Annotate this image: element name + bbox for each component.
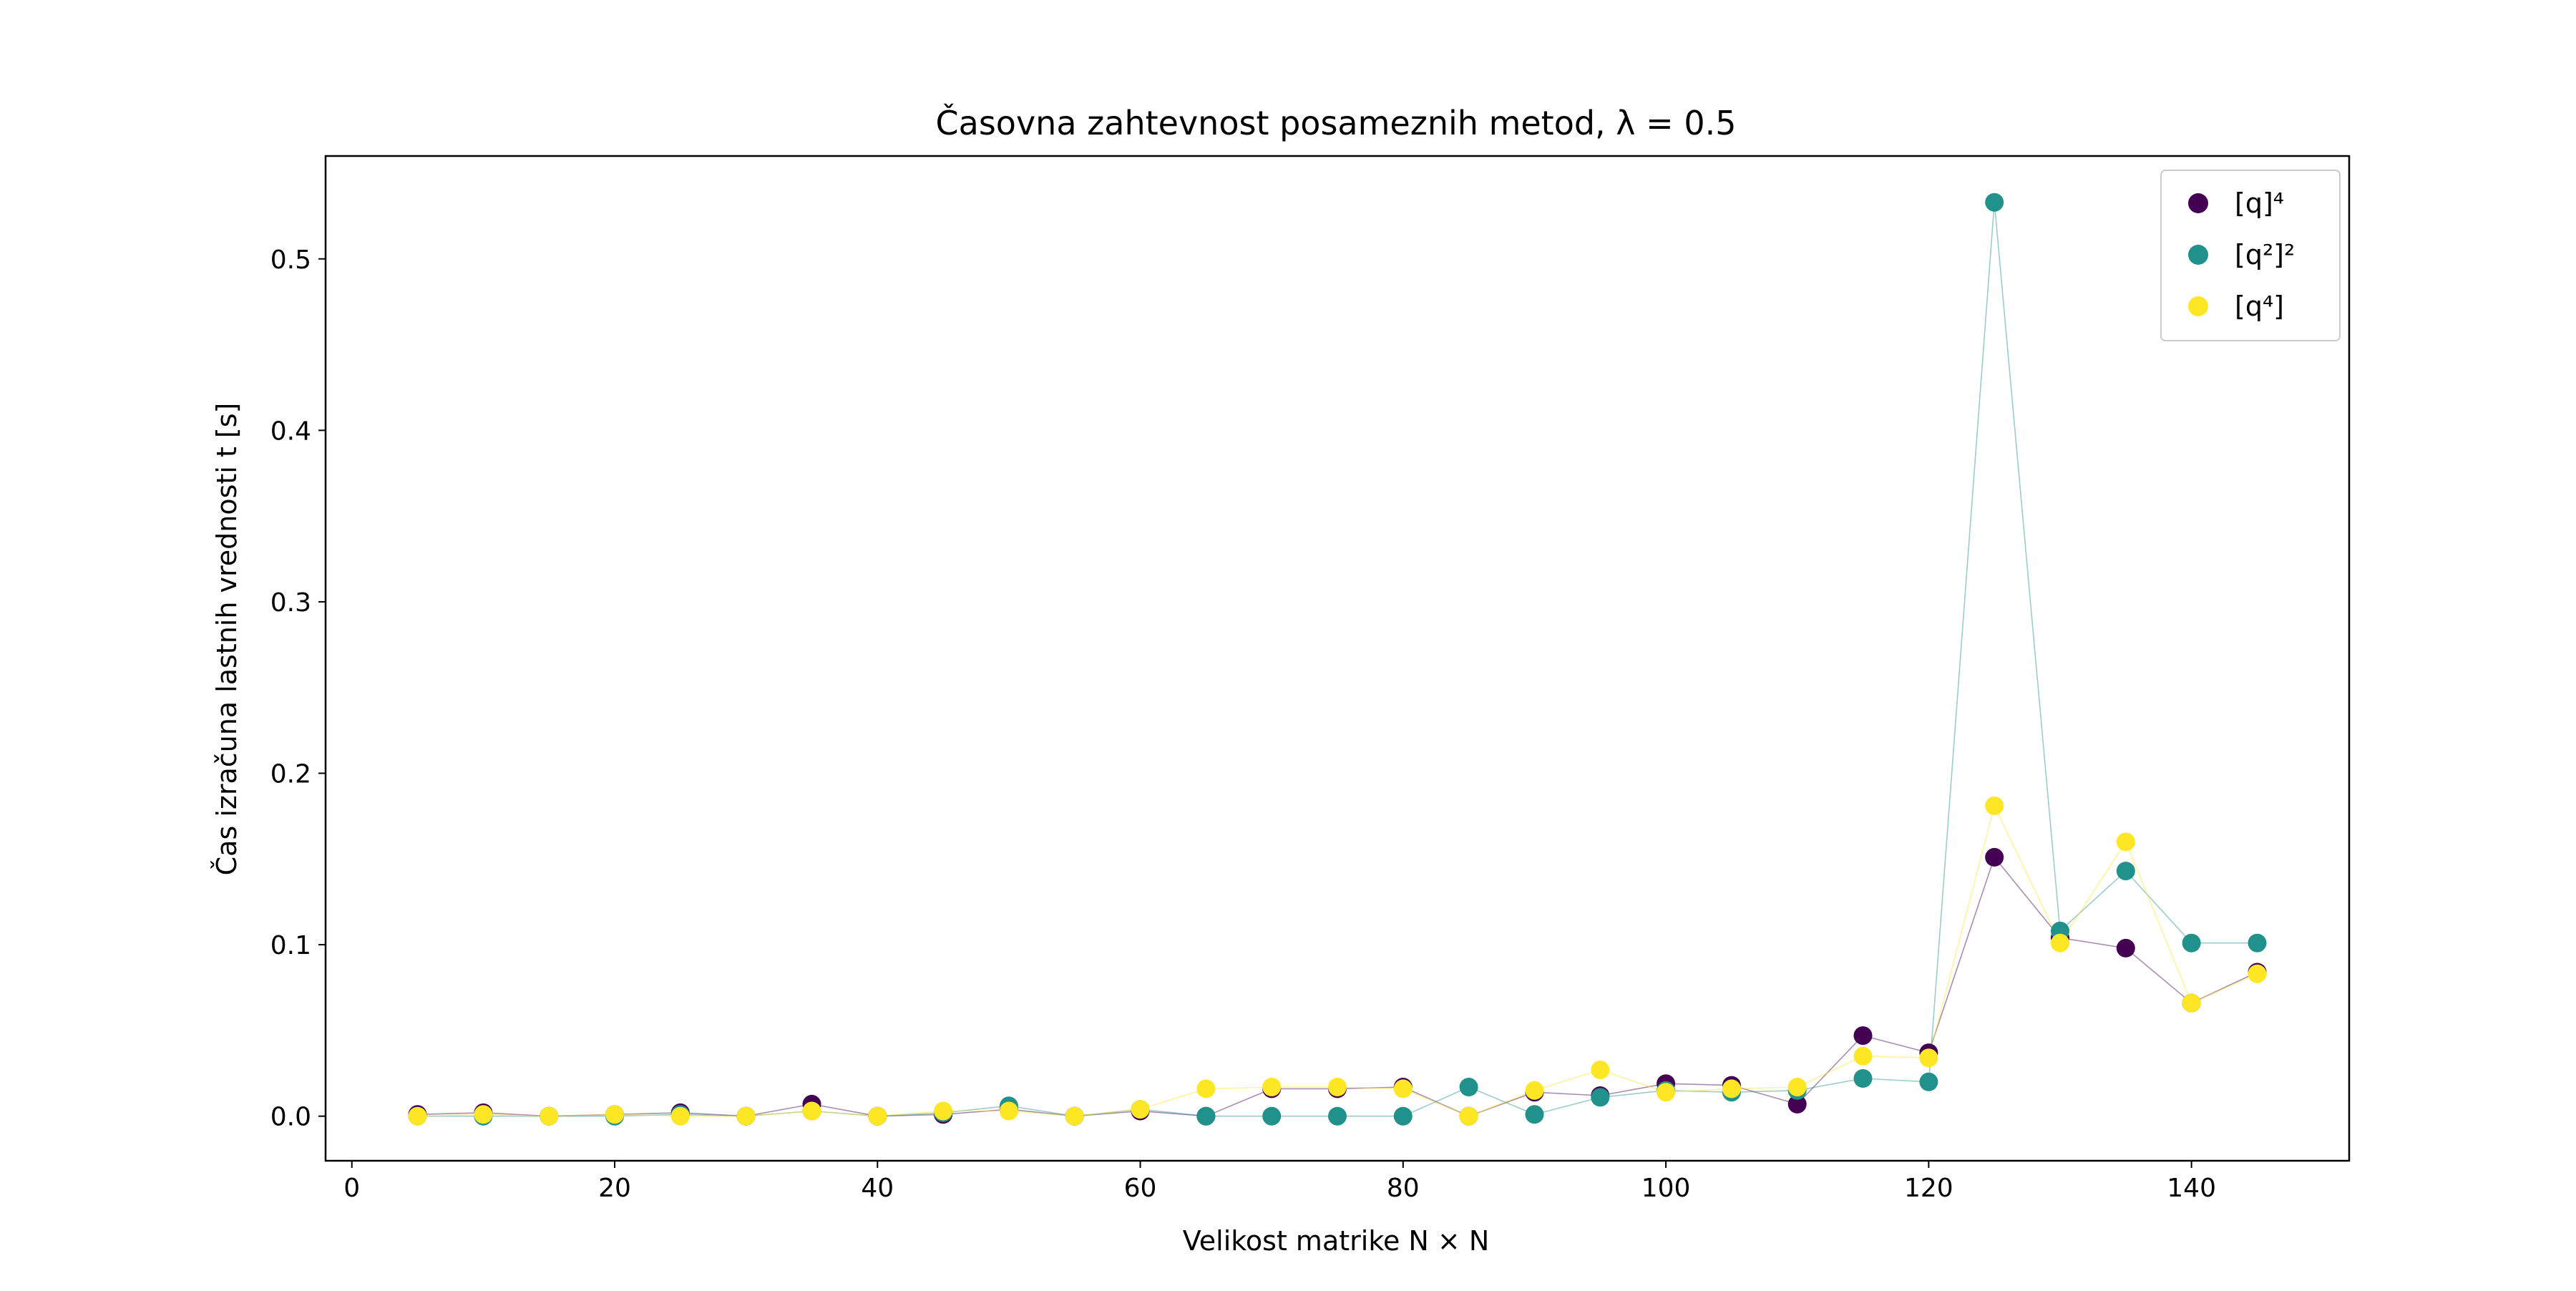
chart-title: Časovna zahtevnost posameznih metod, λ =… <box>936 103 1737 142</box>
x-tick-label: 100 <box>1641 1174 1691 1203</box>
data-point <box>1262 1106 1282 1126</box>
data-point <box>802 1101 821 1121</box>
legend-label-2: [q⁴] <box>2235 291 2284 322</box>
y-tick-label: 0.3 <box>270 588 311 618</box>
data-point <box>1131 1100 1150 1119</box>
data-point <box>2182 933 2201 953</box>
data-point <box>934 1101 953 1121</box>
legend: [q]⁴ [q²]² [q⁴] <box>2160 170 2341 341</box>
x-tick-label: 20 <box>598 1174 631 1203</box>
data-point <box>1591 1061 1610 1079</box>
data-point <box>999 1101 1018 1121</box>
data-point <box>1525 1105 1544 1124</box>
y-axis-label: Čas izračuna lastnih vrednosti t [s] <box>211 403 243 876</box>
data-point <box>1065 1106 1084 1126</box>
data-point <box>736 1106 756 1126</box>
x-tick-label: 140 <box>2167 1174 2216 1203</box>
data-point <box>1196 1106 1216 1126</box>
data-point <box>2051 933 2069 953</box>
y-tick-label: 0.0 <box>270 1103 311 1132</box>
data-point <box>1853 1046 1873 1066</box>
data-point <box>1262 1078 1282 1096</box>
y-tick-label: 0.1 <box>270 931 311 960</box>
data-point <box>1459 1078 1478 1096</box>
legend-label-0: [q]⁴ <box>2235 187 2284 219</box>
y-tick-label: 0.5 <box>270 245 311 275</box>
legend-marker-0 <box>2188 193 2208 213</box>
data-point <box>1853 1069 1873 1088</box>
legend-marker-1 <box>2188 245 2208 265</box>
x-tick-label: 40 <box>861 1174 894 1203</box>
data-point <box>2248 933 2267 953</box>
series-markers-2 <box>408 796 2267 1126</box>
data-point <box>1657 1083 1676 1102</box>
data-point <box>2248 964 2267 983</box>
y-tick-label: 0.4 <box>270 416 311 446</box>
data-point <box>1919 1048 1938 1068</box>
y-tick-label: 0.2 <box>270 760 311 789</box>
data-point <box>1722 1079 1741 1098</box>
x-tick-label: 120 <box>1904 1174 1953 1203</box>
plot-area: 0 20 40 60 80 100 120 140 0.0 0.1 0.2 0.3 0.4 0.5 [q]⁴… <box>270 155 2351 1203</box>
legend-box <box>2160 170 2341 341</box>
data-point <box>1985 193 2004 212</box>
data-point <box>1459 1106 1478 1126</box>
x-tick-label: 60 <box>1124 1174 1157 1203</box>
data-point <box>1919 1072 1938 1091</box>
data-point <box>1393 1079 1413 1098</box>
legend-marker-2 <box>2188 296 2208 316</box>
data-point <box>1985 796 2004 815</box>
data-point <box>2116 938 2135 958</box>
axes-frame <box>324 155 2351 1162</box>
data-point <box>1525 1081 1544 1100</box>
data-point <box>1985 847 2004 867</box>
x-axis-label: Velikost matrike N × N <box>1183 1225 1490 1257</box>
data-point <box>1787 1094 1807 1114</box>
data-point <box>1196 1079 1216 1098</box>
data-point <box>2116 832 2135 852</box>
data-point <box>474 1105 493 1124</box>
data-point <box>1393 1106 1413 1126</box>
data-point <box>605 1105 624 1124</box>
data-point <box>408 1106 427 1126</box>
data-point <box>670 1106 690 1126</box>
data-point <box>540 1106 559 1126</box>
data-point <box>1328 1078 1347 1096</box>
data-point <box>1853 1026 1873 1046</box>
data-point <box>868 1106 887 1126</box>
data-point <box>2116 862 2135 881</box>
data-point <box>1787 1078 1807 1096</box>
legend-label-1: [q²]² <box>2235 239 2295 271</box>
x-tick-label: 0 <box>343 1174 360 1203</box>
data-point <box>1591 1088 1610 1107</box>
data-point <box>1328 1106 1347 1126</box>
data-point <box>2182 993 2201 1013</box>
x-tick-label: 80 <box>1387 1174 1420 1203</box>
